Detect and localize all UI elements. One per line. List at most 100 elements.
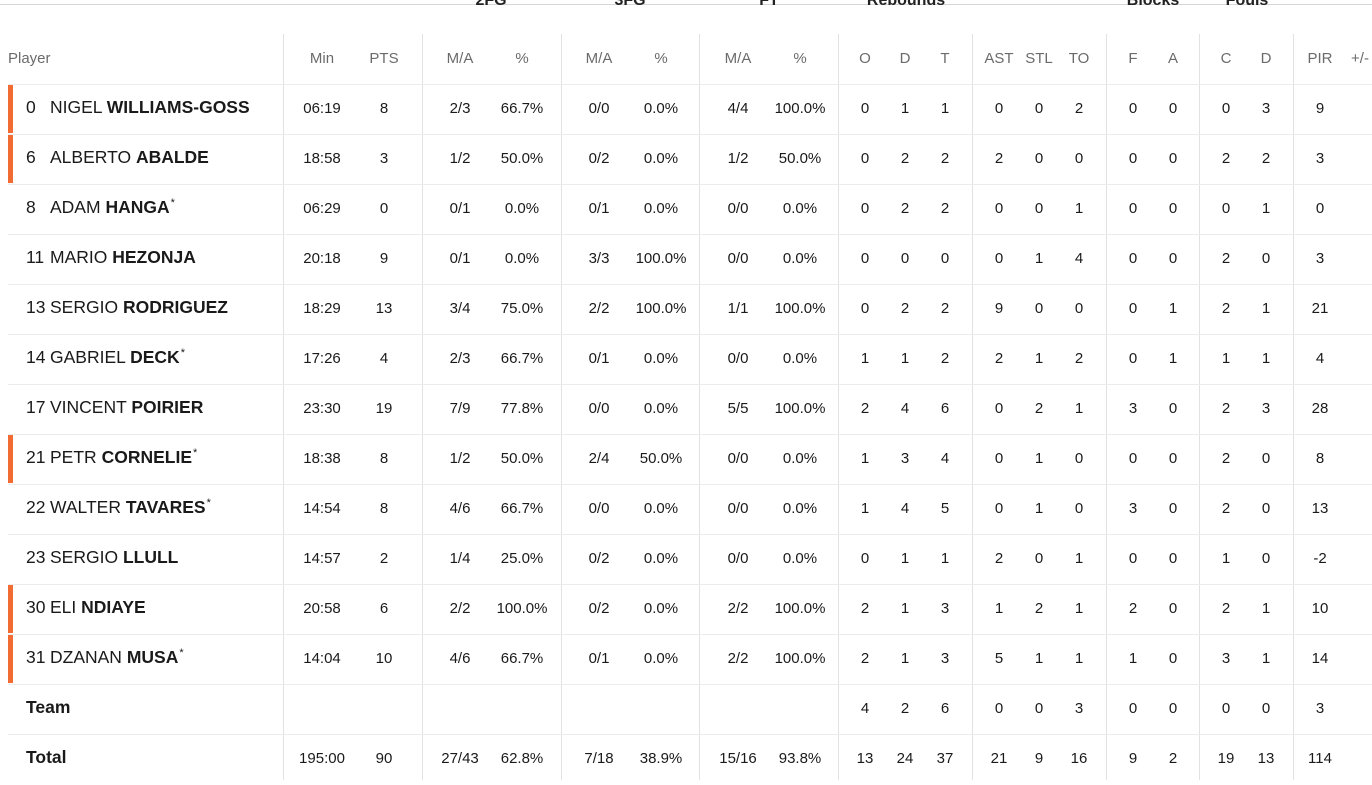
stat-fg2-ma: 1/4 [449, 550, 471, 567]
stat-blk-a: 0 [1168, 500, 1178, 517]
column-header-2fg-pct[interactable]: % [515, 50, 529, 67]
player-name-link[interactable]: 13 SERGIO RODRIGUEZ [26, 297, 229, 318]
player-number: 6 [26, 147, 36, 167]
column-header-reb-d[interactable]: D [899, 50, 911, 67]
stat-pir: 3 [1315, 700, 1325, 717]
stat-fg2-pct: 66.7% [500, 500, 544, 517]
player-name-link[interactable]: 17 VINCENT POIRIER [26, 397, 204, 418]
table-row[interactable]: 22 WALTER TAVARES* 14:54 8 4/6 66.7% 0/0 0.0% 0/… [8, 484, 1372, 535]
column-header-2fg-ma[interactable]: M/A [446, 50, 474, 67]
stat-ast: 0 [994, 250, 1004, 267]
stat-fg3-ma: 0/1 [588, 650, 610, 667]
player-name-link[interactable]: 0 NIGEL WILLIAMS-GOSS [26, 97, 251, 118]
table-row[interactable]: 0 NIGEL WILLIAMS-GOSS 06:19 8 2/3 66.7% 0/0 0.0… [8, 84, 1372, 135]
player-last-name: NDIAYE [81, 597, 146, 617]
column-header-reb-o[interactable]: O [859, 50, 871, 67]
stat-foul-c: 0 [1221, 700, 1231, 717]
stat-stl: 9 [1034, 750, 1044, 767]
player-name-link[interactable]: 14 GABRIEL DECK* [26, 347, 185, 368]
player-last-name: DECK [130, 347, 180, 367]
stat-reb-d: 1 [900, 600, 910, 617]
column-header-to[interactable]: TO [1068, 50, 1090, 67]
stat-ft-pct: 100.0% [774, 100, 826, 117]
player-first-name: ALBERTO [50, 147, 132, 167]
player-name-link[interactable]: 6 ALBERTO ABALDE [26, 147, 210, 168]
stat-reb-d: 1 [900, 100, 910, 117]
player-name-link[interactable]: 21 PETR CORNELIE* [26, 447, 197, 468]
table-row[interactable]: 23 SERGIO LLULL 14:57 2 1/4 25.0% 0/2 0.0% 0/0 0.… [8, 534, 1372, 585]
stat-stl: 1 [1034, 350, 1044, 367]
stat-fg3-ma: 0/0 [588, 400, 610, 417]
stat-fg2-ma: 1/2 [449, 450, 471, 467]
stat-to: 3 [1074, 700, 1084, 717]
stat-min: 06:29 [303, 200, 341, 217]
player-name-link[interactable]: 23 SERGIO LLULL [26, 547, 179, 568]
table-row[interactable]: 30 ELI NDIAYE 20:58 6 2/2 100.0% 0/2 0.0% 2/2 100… [8, 584, 1372, 635]
stat-reb-d: 2 [900, 200, 910, 217]
stat-to: 1 [1074, 650, 1084, 667]
player-name-link[interactable]: 31 DZANAN MUSA* [26, 647, 184, 668]
column-header-foul-d[interactable]: D [1260, 50, 1272, 67]
stat-ft-ma: 5/5 [727, 400, 749, 417]
stat-foul-d: 1 [1261, 650, 1271, 667]
group-header-fouls: Fouls [1225, 0, 1269, 9]
stat-to: 4 [1074, 250, 1084, 267]
table-row[interactable]: 14 GABRIEL DECK* 17:26 4 2/3 66.7% 0/1 0.0% 0/0 0… [8, 334, 1372, 385]
column-header-player[interactable]: Player [8, 50, 51, 67]
stat-pir: 21 [1311, 300, 1329, 317]
table-row[interactable]: 11 MARIO HEZONJA 20:18 9 0/1 0.0% 3/3 100.0% 0/0… [8, 234, 1372, 285]
column-divider [972, 34, 973, 780]
player-name-link[interactable]: 22 WALTER TAVARES* [26, 497, 211, 518]
column-header-blk-a[interactable]: A [1167, 50, 1179, 67]
column-header-reb-t[interactable]: T [940, 50, 950, 67]
player-last-name: WILLIAMS-GOSS [106, 97, 250, 117]
table-row[interactable]: 21 PETR CORNELIE* 18:38 8 1/2 50.0% 2/4 50.0% 0/… [8, 434, 1372, 485]
stat-ft-ma: 15/16 [719, 750, 757, 767]
column-divider [1199, 34, 1200, 780]
table-row[interactable]: 6 ALBERTO ABALDE 18:58 3 1/2 50.0% 0/2 0.0% 1/2 5… [8, 134, 1372, 185]
stat-ft-ma: 1/2 [727, 150, 749, 167]
stat-min: 20:58 [303, 600, 341, 617]
stat-foul-c: 2 [1221, 450, 1231, 467]
stat-to: 1 [1074, 400, 1084, 417]
stat-blk-f: 1 [1128, 650, 1138, 667]
column-header-stl[interactable]: STL [1025, 50, 1053, 67]
column-header-3fg-pct[interactable]: % [654, 50, 668, 67]
column-header-foul-c[interactable]: C [1220, 50, 1232, 67]
stat-reb-t: 2 [940, 200, 950, 217]
stat-reb-o: 0 [860, 150, 870, 167]
stat-reb-d: 2 [900, 150, 910, 167]
player-name-link[interactable]: 30 ELI NDIAYE [26, 597, 147, 618]
starter-marker: * [179, 647, 184, 659]
stat-ast: 5 [994, 650, 1004, 667]
column-divider [561, 34, 562, 780]
column-header-ast[interactable]: AST [984, 50, 1014, 67]
table-row[interactable]: 17 VINCENT POIRIER 23:30 19 7/9 77.8% 0/0 0.0% 5… [8, 384, 1372, 435]
stat-ft-ma: 1/1 [727, 300, 749, 317]
column-header-ft-ma[interactable]: M/A [724, 50, 752, 67]
table-row[interactable]: 8 ADAM HANGA* 06:29 0 0/1 0.0% 0/1 0.0% 0/0 0.0% 0… [8, 184, 1372, 235]
stat-pir: 14 [1311, 650, 1329, 667]
table-row[interactable]: 13 SERGIO RODRIGUEZ 18:29 13 3/4 75.0% 2/2 100.… [8, 284, 1372, 335]
column-header-ft-pct[interactable]: % [793, 50, 807, 67]
column-header-pts[interactable]: PTS [369, 50, 399, 67]
stat-reb-t: 0 [940, 250, 950, 267]
player-name-link[interactable]: 11 MARIO HEZONJA [26, 247, 197, 268]
stat-foul-c: 3 [1221, 650, 1231, 667]
table-row[interactable]: 31 DZANAN MUSA* 14:04 10 4/6 66.7% 0/1 0.0% 2/2 1… [8, 634, 1372, 685]
column-header-plusminus[interactable]: +/- [1351, 50, 1369, 67]
player-first-name: MARIO [50, 247, 108, 267]
player-number: 14 [26, 347, 46, 367]
column-header-3fg-ma[interactable]: M/A [585, 50, 613, 67]
stat-fg2-pct: 66.7% [500, 100, 544, 117]
player-name-link[interactable]: 8 ADAM HANGA* [26, 197, 175, 218]
column-header-min[interactable]: Min [309, 50, 335, 67]
column-header-blk-f[interactable]: F [1128, 50, 1138, 67]
stat-reb-d: 1 [900, 550, 910, 567]
stat-to: 2 [1074, 350, 1084, 367]
stat-fg3-pct: 0.0% [643, 150, 679, 167]
stat-pts: 8 [379, 500, 389, 517]
stat-blk-f: 3 [1128, 400, 1138, 417]
column-header-pir[interactable]: PIR [1307, 50, 1333, 67]
stat-reb-d: 2 [900, 700, 910, 717]
